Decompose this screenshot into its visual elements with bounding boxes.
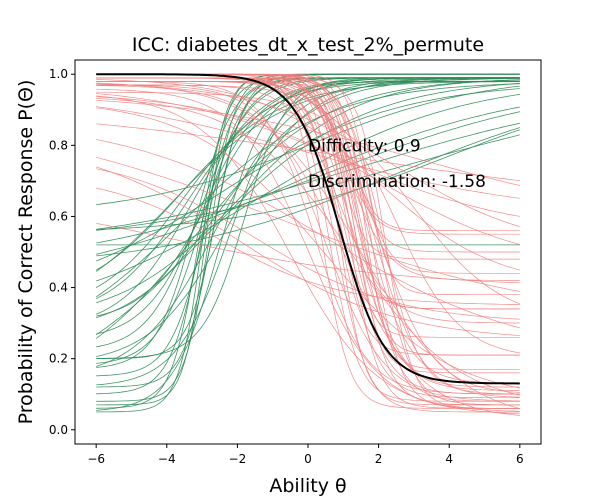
icc-curve-positive-31 (96, 85, 520, 205)
icc-curve-positive-27 (96, 122, 520, 230)
icc-curve-negative-84 (96, 187, 520, 305)
chart-title: ICC: diabetes_dt_x_test_2%_permute (132, 34, 484, 56)
icc-curve-negative-57 (96, 88, 520, 412)
x-tick-label: 0 (304, 452, 312, 466)
icc-curve-negative-90 (96, 107, 520, 389)
icc-curve-negative-93 (96, 96, 520, 245)
y-axis: 0.0 0.2 0.4 0.6 0.8 1.0 (49, 67, 75, 437)
icc-curve-positive-21 (95, 82, 520, 336)
y-tick-label: 0.2 (49, 352, 68, 366)
icc-curve-positive-9 (96, 73, 520, 359)
icc-curve-negative-55 (96, 81, 520, 395)
icc-curve-negative-56 (96, 84, 520, 402)
icc-curve-negative-92 (96, 77, 520, 281)
icc-curve-positive-23 (96, 88, 520, 262)
icc-curve-positive-20 (95, 79, 520, 339)
x-tick-label: 2 (375, 452, 383, 466)
icc-curve-negative-74 (96, 79, 520, 271)
icc-curve-negative-91 (96, 84, 520, 324)
icc-curve-negative-86 (96, 91, 520, 305)
annotations: Difficulty: 0.9 Discrimination: -1.58 (308, 136, 486, 192)
x-tick-label: −4 (158, 452, 176, 466)
icc-curve-negative-82 (96, 166, 520, 336)
icc-curve-positive-7 (96, 73, 520, 368)
icc-curve-negative-78 (96, 99, 520, 186)
icc-curve-positive-16 (95, 81, 520, 271)
icc-curve-positive-8 (96, 77, 520, 364)
icc-curve-negative-85 (96, 222, 520, 284)
plot-area (74, 59, 542, 445)
icc-curve-positive-4 (96, 77, 520, 395)
x-axis: −6 −4 −2 0 2 4 6 (87, 444, 524, 466)
icc-curve-positive-19 (95, 83, 520, 298)
difficulty-annotation: Difficulty: 0.9 (308, 136, 421, 156)
icc-curve-positive-3 (96, 73, 520, 402)
icc-curve-negative-77 (96, 106, 520, 199)
x-tick-label: 4 (445, 452, 453, 466)
icc-curve-positive-28 (96, 127, 520, 257)
y-tick-label: 0.8 (49, 138, 68, 152)
highlight-curve-group (96, 73, 520, 385)
discrimination-annotation: Discrimination: -1.58 (308, 172, 486, 192)
x-axis-label: Ability θ (269, 475, 346, 497)
icc-curve-negative-76 (96, 93, 520, 217)
icc-curve-negative-83 (96, 168, 520, 320)
icc-curve-negative-42 (96, 77, 520, 399)
icc-curve-positive-26 (96, 111, 520, 244)
y-tick-label: 0.0 (49, 423, 68, 437)
icc-curve-negative-81 (96, 139, 520, 329)
x-tick-label: 6 (516, 452, 524, 466)
y-tick-label: 1.0 (49, 67, 68, 81)
icc-curve-positive-29 (96, 134, 520, 231)
icc-curve-positive-24 (96, 93, 520, 282)
icc-curve-negative-60 (96, 82, 520, 409)
icc-curve-negative-51 (96, 80, 520, 398)
icc-curve-negative-88 (96, 77, 520, 393)
icc-curve-negative-75 (96, 83, 520, 228)
icc-curve-negative-71 (96, 73, 520, 260)
curves-group (95, 73, 520, 416)
icc-curve-positive-30 (96, 129, 520, 230)
icc-curve-negative-79 (96, 123, 520, 181)
icc-curve-negative-59 (96, 95, 520, 415)
icc-curve-positive-25 (96, 106, 520, 255)
icc-curve-negative-40 (96, 80, 520, 413)
icc-curve-highlight (96, 73, 520, 385)
x-tick-label: −2 (229, 452, 247, 466)
y-tick-label: 0.4 (49, 281, 68, 295)
y-axis-label: Probability of Correct Response P(Θ) (15, 80, 37, 425)
y-tick-label: 0.6 (49, 209, 68, 223)
icc-curve-negative-80 (96, 156, 520, 292)
x-tick-label: −6 (87, 452, 105, 466)
